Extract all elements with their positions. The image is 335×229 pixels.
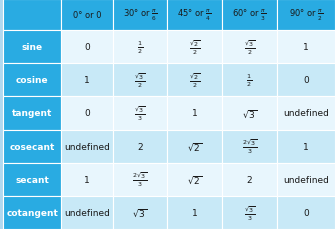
Text: $\frac{2\sqrt{3}}{3}$: $\frac{2\sqrt{3}}{3}$	[132, 170, 148, 189]
Bar	[61, 64, 113, 97]
Text: $\sqrt{2}$: $\sqrt{2}$	[187, 174, 203, 185]
Bar	[168, 64, 222, 97]
Bar	[168, 31, 222, 64]
Bar	[3, 0, 61, 31]
Text: undefined: undefined	[283, 109, 329, 118]
Bar	[222, 31, 277, 64]
Bar	[222, 130, 277, 163]
Text: undefined: undefined	[64, 142, 110, 151]
Text: $\sqrt{3}$: $\sqrt{3}$	[132, 207, 148, 218]
Text: 2: 2	[137, 142, 143, 151]
Text: 0: 0	[303, 76, 309, 85]
Bar	[277, 130, 335, 163]
Bar	[113, 130, 168, 163]
Text: 1: 1	[192, 109, 198, 118]
Text: 60° or $\frac{\pi}{3}$: 60° or $\frac{\pi}{3}$	[232, 8, 267, 23]
Text: $\frac{\sqrt{2}}{2}$: $\frac{\sqrt{2}}{2}$	[189, 71, 200, 90]
Bar	[113, 0, 168, 31]
Text: 0: 0	[84, 43, 90, 52]
Text: 0° or 0: 0° or 0	[73, 11, 101, 20]
Text: 2: 2	[247, 175, 252, 184]
Bar	[61, 31, 113, 64]
Bar	[61, 0, 113, 31]
Bar	[61, 163, 113, 196]
Text: cosine: cosine	[16, 76, 49, 85]
Text: $\sqrt{3}$: $\sqrt{3}$	[242, 108, 257, 119]
Text: 1: 1	[192, 208, 198, 217]
Bar	[222, 0, 277, 31]
Bar	[222, 64, 277, 97]
Bar	[277, 0, 335, 31]
Text: secant: secant	[15, 175, 49, 184]
Bar	[3, 163, 61, 196]
Bar	[222, 196, 277, 229]
Bar	[168, 97, 222, 130]
Text: $\frac{\sqrt{3}}{2}$: $\frac{\sqrt{3}}{2}$	[134, 71, 146, 90]
Bar	[277, 64, 335, 97]
Bar	[113, 196, 168, 229]
Bar	[277, 163, 335, 196]
Bar	[168, 196, 222, 229]
Text: $\frac{\sqrt{3}}{3}$: $\frac{\sqrt{3}}{3}$	[134, 104, 146, 123]
Text: $\frac{2\sqrt{3}}{3}$: $\frac{2\sqrt{3}}{3}$	[242, 137, 257, 156]
Text: undefined: undefined	[64, 208, 110, 217]
Text: undefined: undefined	[283, 175, 329, 184]
Bar	[3, 196, 61, 229]
Text: 45° or $\frac{\pi}{4}$: 45° or $\frac{\pi}{4}$	[178, 8, 212, 23]
Bar	[61, 130, 113, 163]
Bar	[113, 97, 168, 130]
Text: $\sqrt{2}$: $\sqrt{2}$	[187, 141, 203, 152]
Text: 30° or $\frac{\pi}{6}$: 30° or $\frac{\pi}{6}$	[123, 8, 157, 23]
Text: sine: sine	[22, 43, 43, 52]
Text: $\frac{1}{2}$: $\frac{1}{2}$	[247, 72, 252, 89]
Bar	[61, 97, 113, 130]
Bar	[113, 163, 168, 196]
Bar	[3, 31, 61, 64]
Bar	[3, 130, 61, 163]
Bar	[61, 196, 113, 229]
Text: $\frac{\sqrt{2}}{2}$: $\frac{\sqrt{2}}{2}$	[189, 38, 200, 57]
Bar	[113, 31, 168, 64]
Bar	[168, 163, 222, 196]
Bar	[3, 64, 61, 97]
Text: 0: 0	[303, 208, 309, 217]
Bar	[168, 130, 222, 163]
Text: tangent: tangent	[12, 109, 52, 118]
Bar	[222, 163, 277, 196]
Text: $\frac{\sqrt{3}}{3}$: $\frac{\sqrt{3}}{3}$	[244, 203, 255, 222]
Text: 1: 1	[303, 43, 309, 52]
Text: cosecant: cosecant	[9, 142, 55, 151]
Text: 1: 1	[84, 76, 90, 85]
Text: 0: 0	[84, 109, 90, 118]
Bar	[168, 0, 222, 31]
Bar	[3, 97, 61, 130]
Text: $\frac{\sqrt{3}}{2}$: $\frac{\sqrt{3}}{2}$	[244, 38, 255, 57]
Bar	[277, 97, 335, 130]
Bar	[277, 31, 335, 64]
Bar	[277, 196, 335, 229]
Text: 1: 1	[303, 142, 309, 151]
Bar	[222, 97, 277, 130]
Text: $\frac{1}{2}$: $\frac{1}{2}$	[137, 39, 143, 56]
Text: 90° or $\frac{\pi}{2}$: 90° or $\frac{\pi}{2}$	[288, 8, 323, 23]
Text: 1: 1	[84, 175, 90, 184]
Text: cotangent: cotangent	[6, 208, 58, 217]
Bar	[113, 64, 168, 97]
